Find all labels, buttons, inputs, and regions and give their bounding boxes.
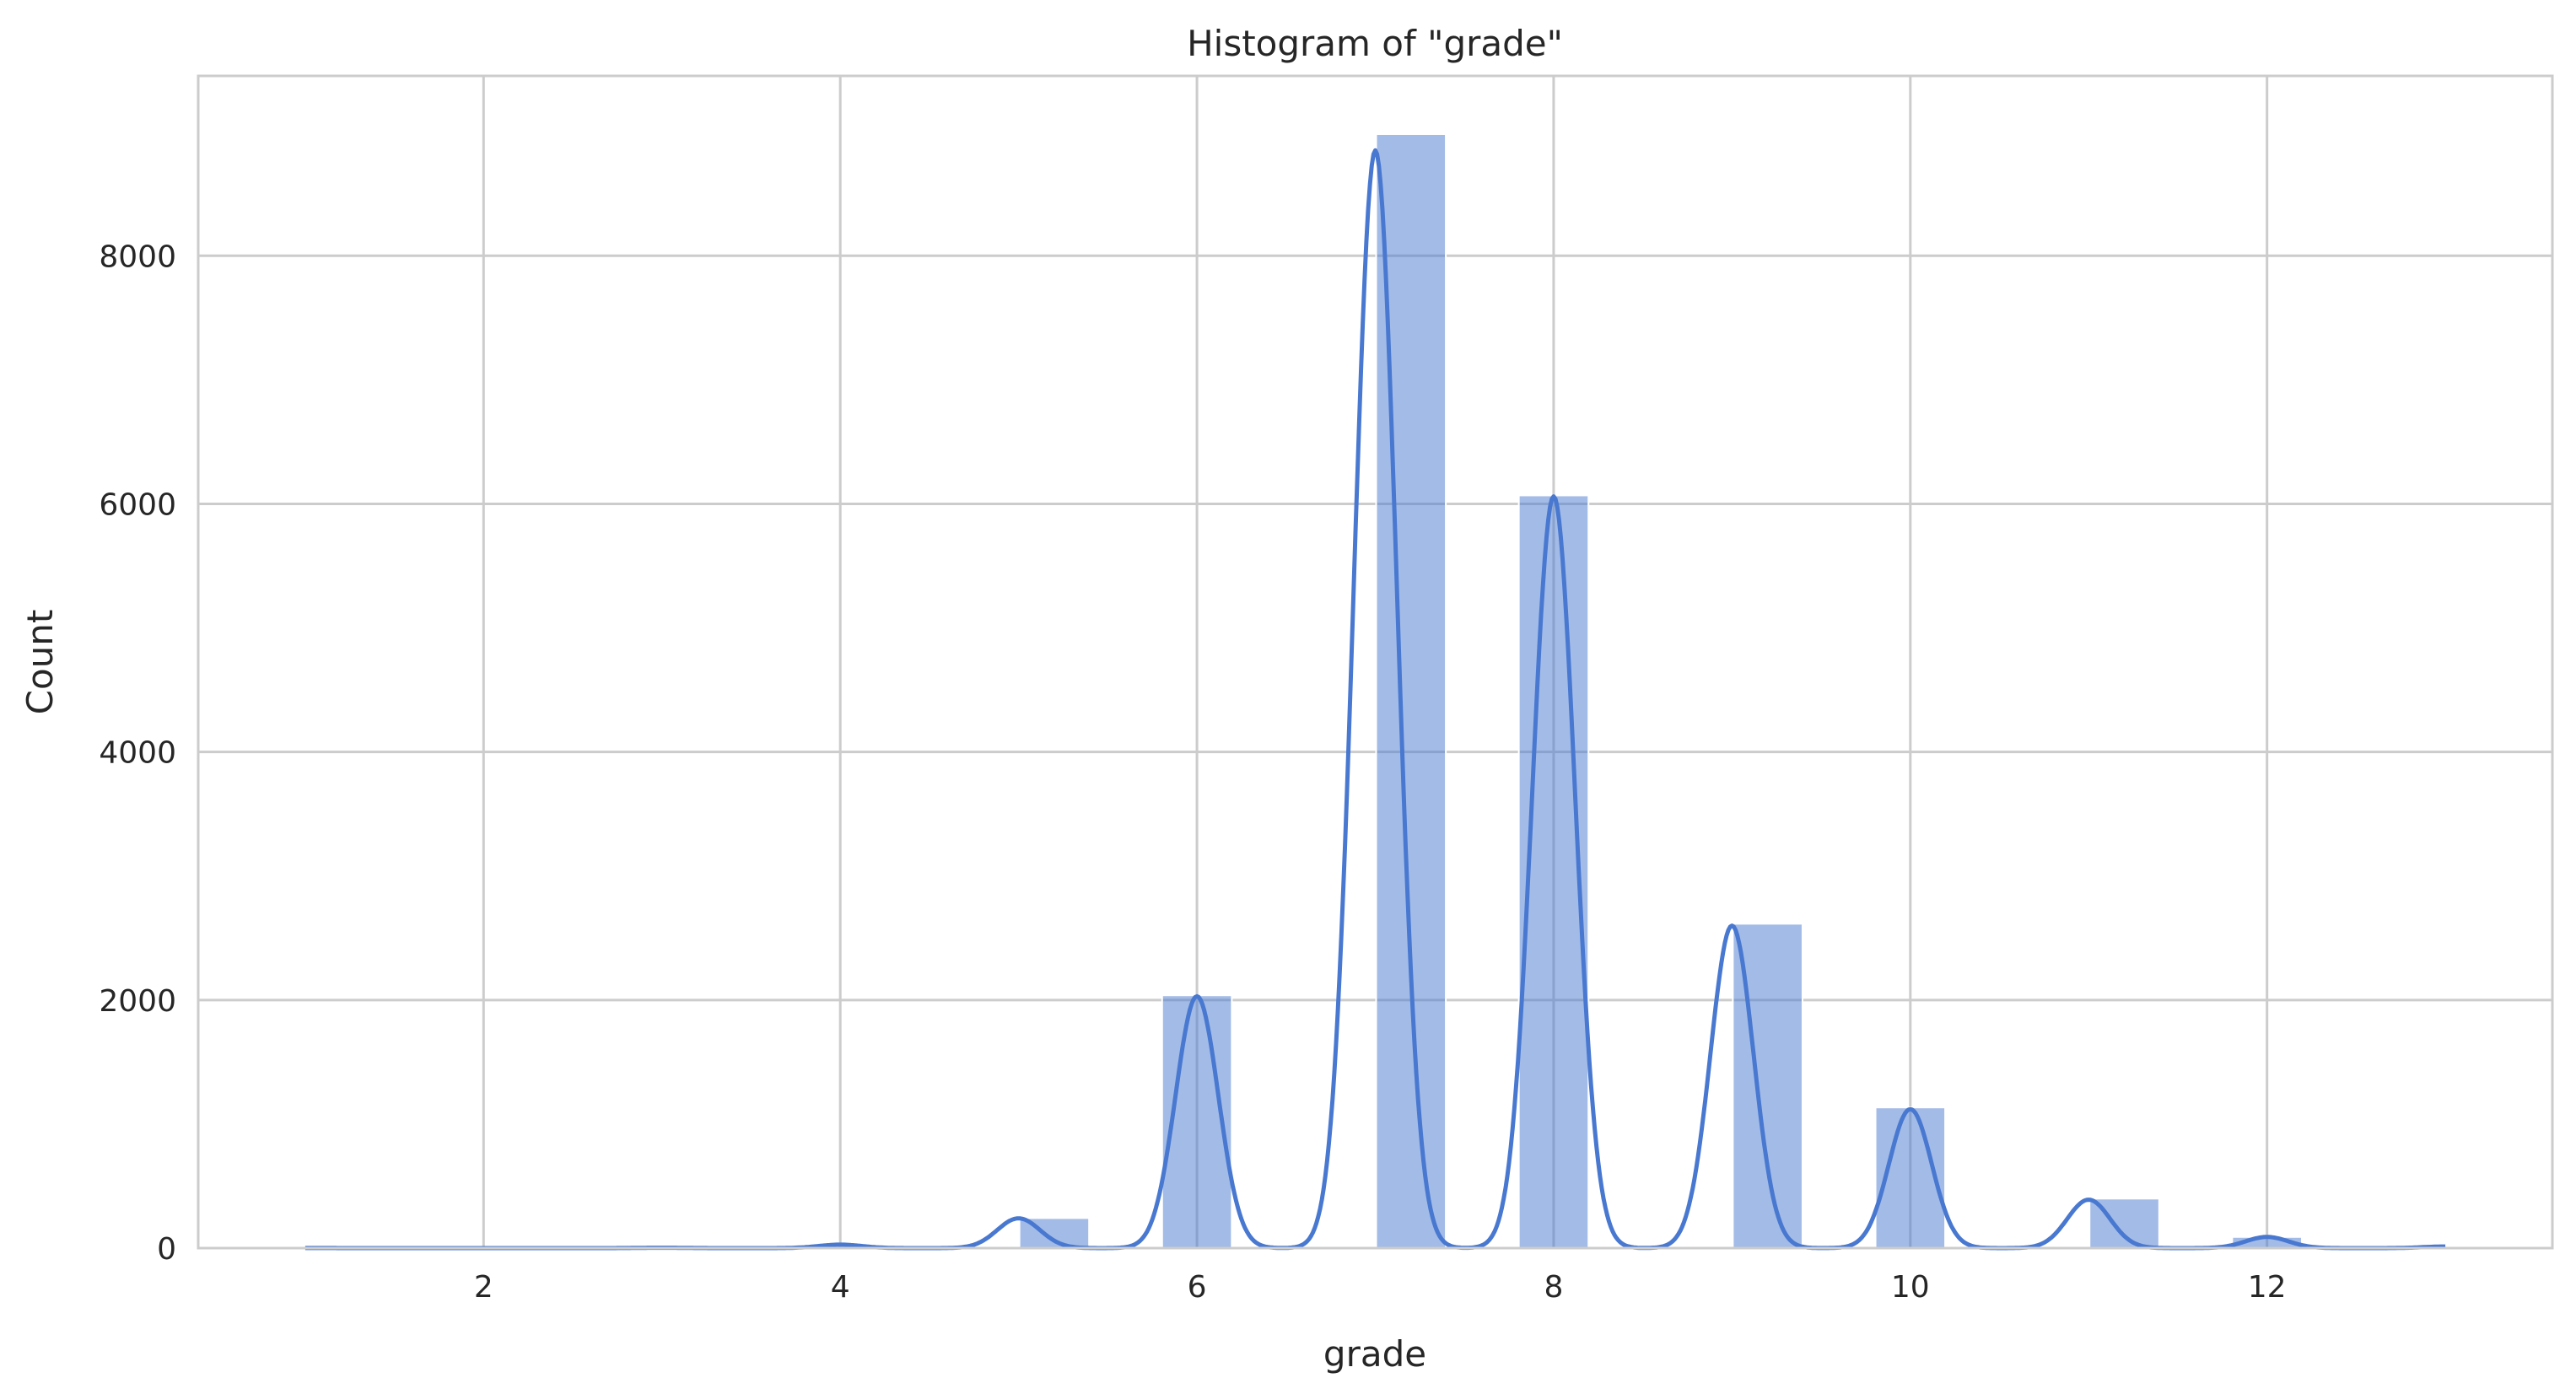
x-axis-label: grade xyxy=(1323,1333,1426,1375)
y-tick-label: 4000 xyxy=(99,736,176,771)
x-tick-label: 6 xyxy=(1188,1270,1207,1305)
y-tick-labels: 0 2000 4000 6000 8000 xyxy=(99,240,176,1267)
y-axis-label: Count xyxy=(19,610,61,715)
y-tick-label: 2000 xyxy=(99,984,176,1019)
x-tick-label: 4 xyxy=(831,1270,850,1305)
y-tick-label: 0 xyxy=(157,1232,176,1267)
y-tick-label: 8000 xyxy=(99,240,176,274)
y-tick-label: 6000 xyxy=(99,487,176,522)
x-tick-label: 10 xyxy=(1891,1270,1930,1305)
x-tick-label: 12 xyxy=(2248,1270,2287,1305)
x-tick-labels: 2 4 6 8 10 12 xyxy=(474,1270,2287,1305)
x-tick-label: 2 xyxy=(474,1270,493,1305)
plot-frame xyxy=(197,74,2554,1250)
x-tick-label: 8 xyxy=(1544,1270,1563,1305)
chart-title: Histogram of "grade" xyxy=(1187,23,1563,64)
